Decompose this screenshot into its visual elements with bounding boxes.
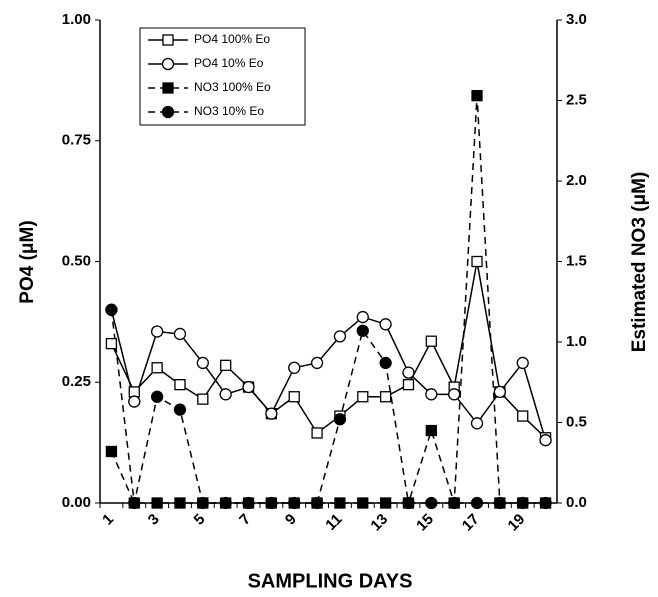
- marker: [150, 390, 164, 403]
- x-tick-label: 13: [367, 511, 391, 535]
- y-tick-label: 0.50: [62, 252, 91, 269]
- marker: [288, 496, 301, 510]
- marker: [539, 434, 552, 447]
- x-tick-label: 17: [459, 511, 483, 535]
- x-tick-label: 5: [191, 511, 209, 529]
- marker: [516, 496, 529, 510]
- marker: [288, 391, 300, 403]
- marker: [356, 324, 369, 337]
- marker: [105, 303, 118, 316]
- y-tick-label: 1.00: [62, 11, 91, 28]
- series-line: [110, 95, 546, 504]
- marker: [265, 407, 278, 420]
- legend-label: NO3 100% Eo: [194, 80, 271, 94]
- marker: [402, 366, 415, 379]
- marker: [471, 255, 483, 268]
- x-tick-label: 7: [236, 511, 254, 529]
- marker: [128, 496, 141, 510]
- x-tick-label: 19: [505, 511, 529, 535]
- legend-label: PO4 100% Eo: [194, 32, 270, 46]
- marker: [310, 496, 324, 510]
- marker: [161, 57, 175, 71]
- marker: [128, 386, 140, 398]
- x-tick-label: 9: [282, 511, 300, 529]
- marker: [425, 335, 437, 347]
- marker: [493, 385, 507, 399]
- series-line: [110, 309, 547, 441]
- marker: [242, 380, 255, 394]
- y2-tick-label: 2.0: [566, 172, 587, 189]
- marker: [471, 90, 483, 102]
- y2-tick-label: 3.0: [566, 11, 587, 28]
- marker: [219, 388, 232, 401]
- marker: [219, 496, 232, 510]
- marker: [174, 497, 186, 509]
- marker: [173, 327, 187, 341]
- marker: [333, 330, 347, 343]
- marker: [196, 496, 209, 510]
- marker: [425, 496, 438, 510]
- marker: [357, 391, 369, 403]
- marker: [242, 496, 255, 510]
- y-tick-label: 0.75: [62, 132, 91, 149]
- marker: [493, 496, 507, 510]
- marker: [105, 337, 118, 350]
- marker: [174, 379, 186, 391]
- marker: [161, 105, 175, 119]
- x-tick-label: 3: [145, 511, 163, 529]
- marker: [265, 496, 278, 510]
- marker: [150, 325, 164, 338]
- y2-tick-label: 0.5: [566, 413, 587, 430]
- marker: [311, 427, 323, 439]
- marker: [402, 379, 415, 391]
- marker: [448, 496, 461, 510]
- marker: [425, 424, 437, 437]
- marker: [379, 356, 392, 370]
- marker: [379, 318, 392, 331]
- marker: [288, 361, 301, 374]
- marker: [196, 356, 209, 370]
- y-tick-label: 0.25: [62, 373, 91, 390]
- marker: [470, 417, 484, 430]
- marker: [517, 410, 529, 422]
- marker: [448, 388, 461, 401]
- marker: [356, 310, 369, 324]
- y2-tick-label: 0.0: [566, 494, 587, 511]
- marker: [379, 497, 392, 509]
- x-axis-title: SAMPLING DAYS: [248, 570, 413, 592]
- marker: [151, 497, 163, 509]
- marker: [402, 496, 415, 510]
- marker: [173, 403, 187, 416]
- marker: [128, 395, 141, 408]
- marker: [162, 82, 174, 94]
- x-tick-label: 15: [413, 511, 437, 535]
- marker: [151, 362, 163, 374]
- y-axis-title: PO4 (μM): [17, 220, 38, 303]
- marker: [197, 393, 209, 405]
- marker: [334, 497, 346, 509]
- x-tick-label: 1: [99, 511, 117, 529]
- marker: [470, 496, 484, 510]
- legend-label: PO4 10% Eo: [194, 56, 264, 70]
- marker: [357, 497, 369, 509]
- marker: [105, 445, 118, 458]
- marker: [310, 356, 324, 370]
- marker: [516, 356, 529, 370]
- legend-label: NO3 10% Eo: [194, 104, 264, 118]
- y2-tick-label: 1.0: [566, 333, 587, 350]
- marker: [162, 34, 174, 46]
- marker: [425, 388, 438, 401]
- marker: [379, 391, 392, 403]
- y2-tick-label: 1.5: [566, 252, 587, 269]
- y2-axis-title: Estimated NO3 (μM): [629, 172, 650, 353]
- y-tick-label: 0.00: [62, 494, 91, 511]
- marker: [333, 413, 347, 426]
- marker: [220, 359, 232, 371]
- marker: [539, 496, 552, 510]
- y2-tick-label: 2.5: [566, 91, 587, 108]
- x-tick-label: 11: [322, 511, 345, 534]
